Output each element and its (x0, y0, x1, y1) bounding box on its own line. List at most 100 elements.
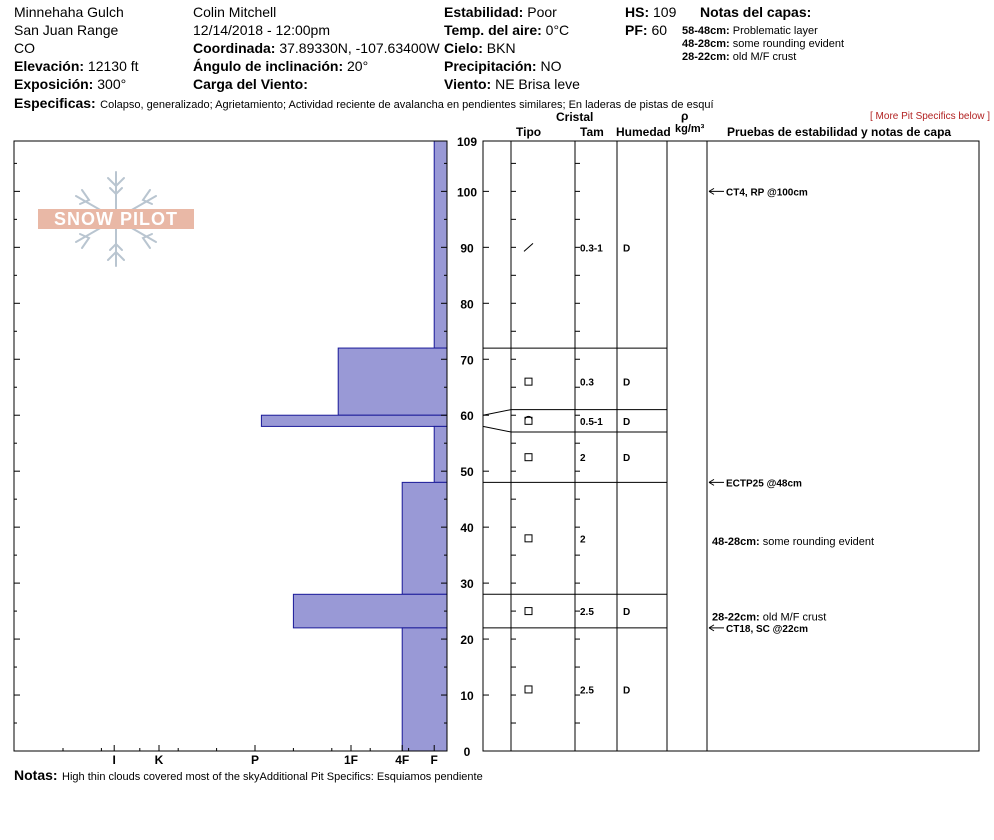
more-pit-specifics-link[interactable]: [ More Pit Specifics below ] (870, 111, 991, 122)
hardness-plot-frame (13, 140, 448, 752)
sky-value: BKN (486, 40, 516, 56)
grain-type-header: Tipo (516, 125, 542, 139)
layer-comment-range: 28-22cm: (712, 612, 763, 624)
pit-specifics: Especificas: Colapso, generalizado; Agri… (14, 96, 714, 112)
layer-note-text: some rounding evident (732, 38, 845, 50)
pit-depth-value: 60 (651, 22, 668, 38)
aspect: Exposición: 300° (14, 77, 126, 91)
moisture-value: D (623, 243, 630, 254)
pit-depth: PF: 60 (625, 23, 667, 37)
layer-note: 28-22cm: old M/F crust (682, 52, 796, 63)
snowpilot-logo-text: SNOW PILOT (38, 209, 194, 229)
grain-size-header: Tam (580, 125, 604, 139)
elevation-value: 12130 ft (87, 58, 139, 74)
precipitation-label: Precipitación: (444, 58, 537, 74)
mountain-range: San Juan Range (14, 22, 119, 38)
arrow-left-icon (708, 187, 715, 195)
hardness-tick-label: 1F (344, 753, 358, 767)
hardness-tick-label: 4F (395, 753, 409, 767)
depth-tick-label: 100 (457, 185, 477, 199)
precipitation: Precipitación: NO (444, 59, 561, 73)
sky: Cielo: BKN (444, 41, 516, 55)
stability-test-result: CT4, RP @100cm (726, 187, 808, 198)
hardness-tick-label: I (113, 753, 116, 767)
layer-properties: 0.3-1 D 0.3 D 0.5-1 D 2 D 2 2.5 D 2.5 D (523, 242, 630, 696)
state: CO (14, 40, 35, 56)
moisture-value: D (623, 417, 630, 428)
pit-specifics-value: Colapso, generalizado; Agrietamiento; Ac… (100, 99, 714, 111)
layer-boundary-connector (482, 409, 512, 416)
snowpilot-logo: SNOW PILOT (36, 168, 196, 270)
depth-tick-label: 0 (464, 745, 471, 759)
stability-value: Poor (527, 4, 557, 20)
layer-comment-range: 48-28cm: (712, 536, 763, 548)
depth-minor-ticks (14, 162, 20, 752)
hardness-bar (337, 347, 448, 416)
location-name: Minnehaha Gulch (14, 4, 124, 20)
pit-notes-label: Notas: (14, 767, 58, 783)
grain-size-value: 2 (580, 453, 586, 464)
slope-angle-label: Ángulo de inclinación: (193, 58, 344, 74)
aspect-value: 300° (97, 76, 127, 92)
air-temperature: Temp. del aire: 0°C (444, 23, 569, 37)
stability-test-result: ECTP25 @48cm (726, 478, 802, 489)
layer-comment-text: some rounding evident (763, 536, 874, 548)
grain-size-value: 0.3 (580, 378, 594, 389)
coordinates: Coordinada: 37.89330N, -107.63400W (193, 41, 440, 55)
crystal-header: Cristal (556, 110, 594, 124)
depth-tick-label: 109 (457, 135, 477, 149)
snow-height-label: HS: (625, 4, 650, 20)
grain-size-value: 2.5 (580, 607, 594, 618)
wind: Viento: NE Brisa leve (444, 77, 580, 91)
coordinates-value: 37.89330N, -107.63400W (279, 40, 440, 56)
hardness-bar (433, 140, 448, 349)
arrow-left-icon (708, 624, 715, 632)
wind-label: Viento: (444, 76, 492, 92)
moisture-value: D (623, 685, 630, 696)
depth-tick-label: 10 (460, 689, 474, 703)
layer-notes-title: Notas del capas: (700, 4, 812, 20)
depth-tick-label: 30 (460, 577, 474, 591)
sky-label: Cielo: (444, 40, 483, 56)
depth-tick-label: 90 (460, 241, 474, 255)
layer-note-text: Problematic layer (732, 25, 818, 37)
moisture-value: D (623, 378, 630, 389)
layer-note-range: 58-48cm: (682, 25, 730, 37)
hardness-bar (260, 414, 448, 427)
slope-angle-value: 20° (347, 58, 369, 74)
layer-boundaries (482, 140, 667, 629)
depth-tick-label: 70 (460, 353, 474, 367)
snow-profile-chart: I K P 1F 4F F 0 10 20 30 40 50 60 70 80 90 100 109 0.3-1… (13, 135, 980, 767)
stability-tests-header: Pruebas de estabilidad y notas de capa (727, 125, 952, 139)
hardness-axis: I K P 1F 4F F (62, 745, 448, 767)
snow-height: HS: 109 (625, 5, 676, 19)
faceted-grain-icon (524, 534, 533, 543)
layer-comment: 28-22cm: old M/F crust (712, 612, 826, 624)
wind-value: NE Brisa leve (495, 76, 580, 92)
layer-note-range: 28-22cm: (682, 51, 730, 63)
snow-height-value: 109 (653, 4, 677, 20)
depth-tick-label: 40 (460, 521, 474, 535)
pit-notes: Notas: High thin clouds covered most of … (14, 768, 483, 784)
observation-datetime: 12/14/2018 - 12:00pm (193, 22, 330, 38)
depth-tick-label: 60 (460, 409, 474, 423)
rounded-cap-icon (524, 415, 533, 420)
stability-label: Estabilidad: (444, 4, 524, 20)
moisture-value: D (623, 453, 630, 464)
arrow-left-icon (708, 478, 715, 486)
wind-loading-label: Carga del Viento: (193, 76, 308, 92)
faceted-rounded-grain-icon (524, 416, 533, 425)
wind-loading: Carga del Viento: (193, 77, 308, 91)
layer-comment-text: old M/F crust (763, 612, 827, 624)
moisture-header: Humedad (616, 125, 671, 139)
density-unit: kg/m³ (675, 123, 705, 135)
depth-tick-label: 50 (460, 465, 474, 479)
observer-name: Colin Mitchell (193, 4, 277, 20)
hardness-bar (401, 627, 448, 752)
elevation: Elevación: 12130 ft (14, 59, 139, 73)
density-symbol: ρ (681, 109, 689, 123)
precipitation-value: NO (540, 58, 562, 74)
aspect-label: Exposición: (14, 76, 94, 92)
hardness-bar (433, 425, 448, 483)
coordinates-label: Coordinada: (193, 40, 276, 56)
